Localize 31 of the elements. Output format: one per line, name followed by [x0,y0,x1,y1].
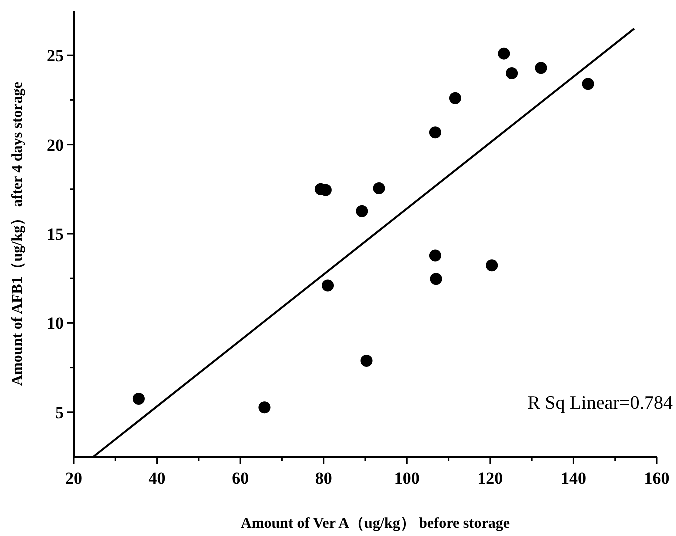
x-tick-label: 20 [66,469,82,488]
x-tick-label: 100 [394,469,420,488]
point [429,126,442,139]
point [506,67,518,80]
point [356,205,368,218]
point [430,273,442,286]
annotation: R Sq Linear=0.784 [528,393,674,414]
x-tick-label: 140 [560,469,586,488]
point [498,48,510,60]
x-tick-label: 120 [478,469,504,488]
x-tick-label: 160 [644,469,670,488]
point [132,393,145,406]
x-axis-title: Amount of Ver A（ug/kg） before storage [240,516,510,532]
y-axis-title: Amount of AFB1（ug/kg） after 4 days storage [10,82,26,386]
point [360,355,373,368]
point [322,280,334,292]
x-tick-label: 80 [315,469,332,488]
point [535,62,548,74]
point [429,250,442,262]
y-tick-label: 20 [47,136,64,155]
point [486,260,498,272]
point [449,92,462,104]
x-tick-label: 60 [232,469,250,488]
y-tick-label: 15 [47,225,64,244]
point [582,78,594,90]
x-tick-label: 40 [148,469,166,488]
point [258,402,271,414]
point [373,182,386,195]
y-tick-label: 25 [47,46,64,66]
y-tick-label: 10 [47,314,64,334]
y-tick-label: 5 [56,403,64,422]
